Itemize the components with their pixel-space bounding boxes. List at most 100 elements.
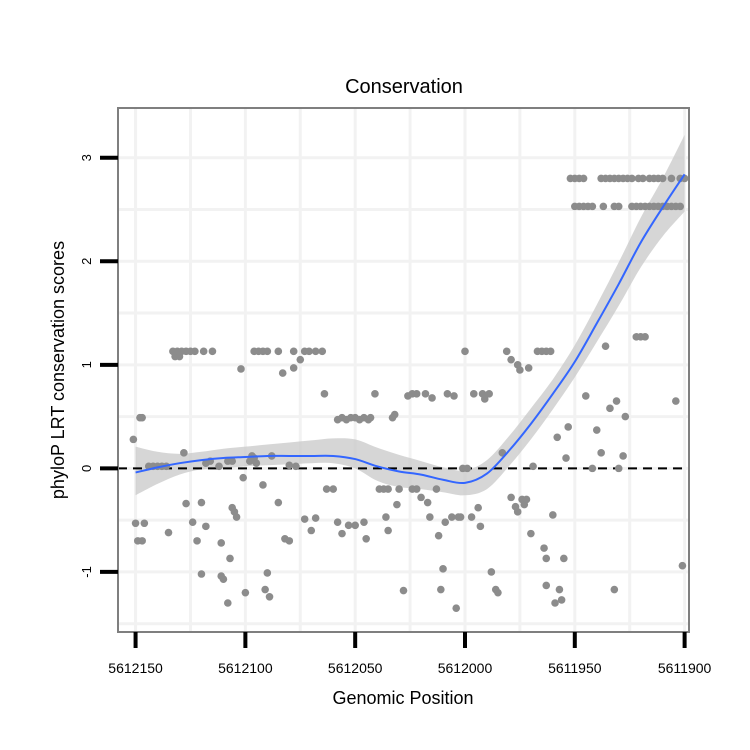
data-point <box>202 522 210 531</box>
data-point <box>524 364 533 372</box>
data-point <box>351 521 359 530</box>
data-point <box>140 519 149 528</box>
data-point <box>362 535 370 543</box>
data-point <box>329 485 338 493</box>
data-point <box>180 449 188 457</box>
data-point <box>540 544 548 552</box>
data-point <box>237 365 245 373</box>
data-point <box>522 495 531 504</box>
data-point <box>555 585 564 594</box>
data-point <box>188 518 197 527</box>
data-point <box>507 493 515 502</box>
data-point <box>197 498 206 507</box>
data-point <box>461 347 469 356</box>
data-point <box>175 352 184 361</box>
data-point <box>263 347 272 356</box>
data-point <box>485 390 493 398</box>
data-point <box>527 529 535 538</box>
data-point <box>553 433 562 442</box>
x-tick-label: 5612050 <box>328 660 383 676</box>
data-point <box>494 588 502 597</box>
data-point <box>322 485 331 493</box>
data-point <box>366 413 375 422</box>
data-point <box>138 537 146 545</box>
data-point <box>393 500 401 509</box>
data-point <box>384 526 392 535</box>
data-point <box>542 581 551 590</box>
data-point <box>193 537 201 545</box>
data-point <box>672 397 680 405</box>
data-point <box>259 481 267 489</box>
data-point <box>467 513 476 521</box>
data-point <box>292 462 300 471</box>
data-point <box>437 585 445 594</box>
data-point <box>421 390 430 398</box>
data-point <box>417 493 425 502</box>
data-point <box>551 599 559 607</box>
data-point <box>557 596 566 604</box>
data-point <box>597 449 605 457</box>
data-point <box>560 554 568 563</box>
data-point <box>274 347 283 356</box>
x-tick-label: 5612150 <box>108 660 163 676</box>
data-point <box>423 498 432 507</box>
data-point <box>432 485 441 493</box>
data-point <box>289 364 298 372</box>
data-point <box>469 390 478 398</box>
data-point <box>131 519 140 528</box>
data-point <box>241 588 250 597</box>
y-tick-label: -1 <box>79 566 94 578</box>
data-point <box>667 174 676 183</box>
data-point <box>450 392 458 400</box>
x-axis-label: Genomic Position <box>332 688 473 708</box>
data-point <box>285 461 294 470</box>
data-point <box>564 423 573 431</box>
data-point <box>628 174 636 183</box>
data-point <box>318 347 327 356</box>
data-point <box>516 366 524 374</box>
y-tick-label: 1 <box>79 361 94 368</box>
y-axis-ticks: -1 0 1 2 3 <box>79 154 118 578</box>
data-point <box>610 585 619 594</box>
data-point <box>474 503 482 512</box>
data-point <box>208 347 217 356</box>
y-axis-label: phyloP LRT conservation scores <box>48 241 68 499</box>
grid-lines <box>118 108 689 632</box>
data-point <box>138 413 146 422</box>
data-point <box>224 599 232 607</box>
data-points <box>129 174 689 612</box>
data-point <box>614 202 623 211</box>
chart-title: Conservation <box>345 76 463 98</box>
data-point <box>619 452 627 460</box>
data-point <box>579 174 588 183</box>
data-point <box>285 537 294 545</box>
data-point <box>588 464 597 473</box>
y-tick-label: 3 <box>79 154 94 161</box>
data-point <box>428 394 436 402</box>
data-point <box>529 462 537 471</box>
data-point <box>311 514 320 522</box>
data-point <box>502 347 511 356</box>
data-point <box>182 499 190 508</box>
y-tick-label: 0 <box>79 465 94 472</box>
data-point <box>219 575 228 583</box>
data-point <box>311 347 320 356</box>
data-point <box>513 508 522 516</box>
y-tick-label: 2 <box>79 258 94 265</box>
data-point <box>371 390 379 398</box>
data-point <box>129 435 138 444</box>
data-point <box>507 355 515 364</box>
data-point <box>384 485 392 493</box>
data-point <box>456 513 465 521</box>
x-tick-label: 5612100 <box>218 660 273 676</box>
data-point <box>542 554 551 563</box>
data-point <box>278 369 287 377</box>
data-point <box>399 586 408 595</box>
data-point <box>549 511 557 519</box>
data-point <box>232 513 241 521</box>
data-point <box>360 518 368 527</box>
data-point <box>426 513 434 521</box>
data-point <box>434 531 443 540</box>
data-point <box>614 464 623 473</box>
